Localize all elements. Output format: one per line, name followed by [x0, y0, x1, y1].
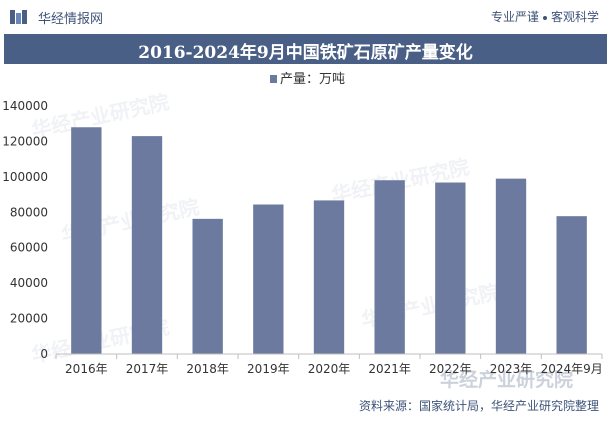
y-tick-label: 40000	[10, 276, 48, 290]
brand-name: 华经情报网	[38, 12, 104, 27]
logo-icon	[10, 10, 27, 24]
bar	[374, 180, 405, 354]
y-tick-label: 140000	[2, 99, 48, 113]
bar	[495, 178, 527, 354]
chart-title: 2016-2024年9月中国铁矿石原矿产量变化	[138, 43, 473, 63]
x-tick-label: 2018年	[186, 362, 229, 376]
x-tick-label: 2021年	[368, 362, 411, 376]
dot-separator-icon	[542, 15, 547, 20]
x-tick-label: 2017年	[126, 362, 169, 376]
x-tick-label: 2019年	[247, 362, 290, 376]
bar	[556, 216, 587, 354]
y-tick-label: 60000	[10, 241, 48, 255]
bars	[71, 127, 587, 354]
motto-right: 客观科学	[550, 10, 599, 24]
motto: 专业严谨 客观科学	[491, 8, 599, 25]
title-band: 2016-2024年9月中国铁矿石原矿产量变化	[4, 34, 607, 64]
y-tick-label: 120000	[2, 134, 48, 148]
x-tick-label: 2016年	[65, 362, 108, 376]
legend: 产量：万吨	[270, 72, 345, 87]
y-tick-label: 80000	[10, 205, 48, 219]
motto-left: 专业严谨	[490, 10, 539, 24]
x-axis: 2016年 2017年 2018年 2019年 2020年 2021年 2022年 2023年…	[55, 353, 603, 376]
bar	[131, 136, 163, 354]
bar-chart: 产量：万吨 0 20000 40000 60000 80000 100000 120000 1…	[2, 72, 603, 376]
source-note: 资料来源：国家统计局，华经产业研究院整理	[358, 399, 599, 413]
bar	[313, 200, 345, 354]
legend-swatch	[270, 75, 277, 83]
bar	[71, 127, 102, 354]
x-tick-label: 2020年	[308, 362, 351, 376]
x-tick-label: 2024年9月	[541, 362, 603, 376]
y-tick-label: 0	[40, 347, 48, 361]
y-axis: 0 20000 40000 60000 80000 100000 120000 140000	[2, 99, 48, 361]
legend-label: 产量：万吨	[280, 72, 345, 87]
x-tick-label: 2022年	[429, 362, 472, 376]
bar	[435, 182, 466, 354]
top-bar: 华经情报网 专业严谨 客观科学	[0, 0, 611, 34]
x-tick-label: 2023年	[490, 362, 533, 376]
bar	[253, 204, 284, 354]
bar	[192, 218, 223, 354]
y-tick-label: 20000	[10, 312, 48, 326]
y-tick-label: 100000	[2, 170, 48, 184]
